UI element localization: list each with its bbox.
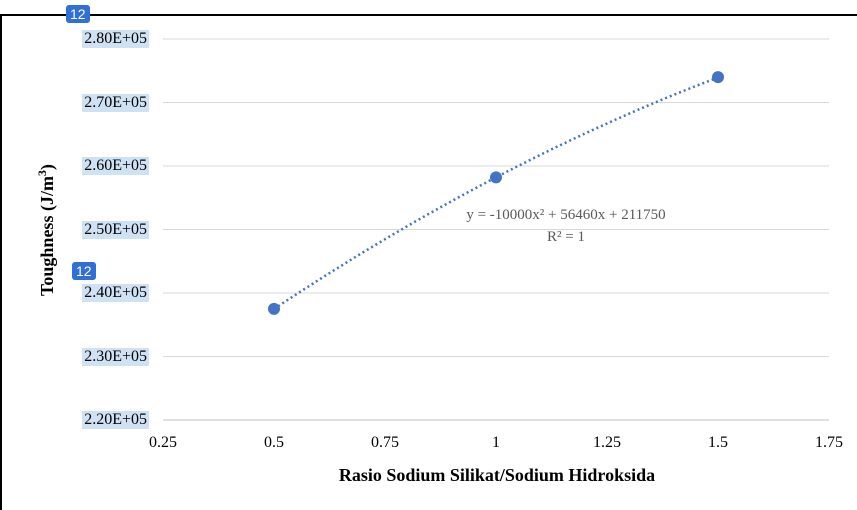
y-axis-label-text: Toughness (J/m [37, 176, 58, 296]
annotation-badge[interactable]: 12 [66, 5, 90, 23]
x-tick-label: 0.5 [264, 434, 284, 451]
x-tick-label: 1.5 [708, 434, 728, 451]
data-point [712, 71, 724, 84]
x-tick-label: 0.75 [371, 434, 399, 451]
y-tick-label: 2.50E+05 [82, 220, 149, 239]
y-tick-label: 2.30E+05 [82, 347, 149, 366]
y-tick-label: 2.70E+05 [82, 93, 149, 112]
y-axis-label-close: ) [37, 164, 58, 170]
frame-top-border [0, 14, 857, 16]
y-tick-label: 2.40E+05 [82, 284, 149, 302]
trendline-equation: y = -10000x² + 56460x + 211750 [466, 207, 665, 223]
y-tick-label: 2.80E+05 [82, 30, 149, 48]
data-point [268, 302, 280, 315]
x-tick-label: 1.25 [593, 434, 621, 451]
frame-left-border [0, 14, 2, 510]
y-tick-label: 2.60E+05 [82, 157, 149, 175]
x-tick-label: 1 [492, 434, 500, 451]
x-tick-label: 1.75 [815, 434, 843, 451]
data-point [490, 171, 502, 184]
y-tick-label: 2.20E+05 [82, 411, 149, 429]
x-tick-label: 0.25 [149, 434, 177, 451]
y-axis-label: Toughness (J/m3) [35, 164, 58, 296]
annotation-badge[interactable]: 12 [72, 262, 96, 280]
x-axis-label: Rasio Sodium Silikat/Sodium Hidroksida [339, 465, 655, 485]
trendline-r-squared: R² = 1 [547, 229, 585, 245]
trendline [273, 76, 719, 311]
y-axis-label-superscript: 3 [35, 170, 49, 176]
